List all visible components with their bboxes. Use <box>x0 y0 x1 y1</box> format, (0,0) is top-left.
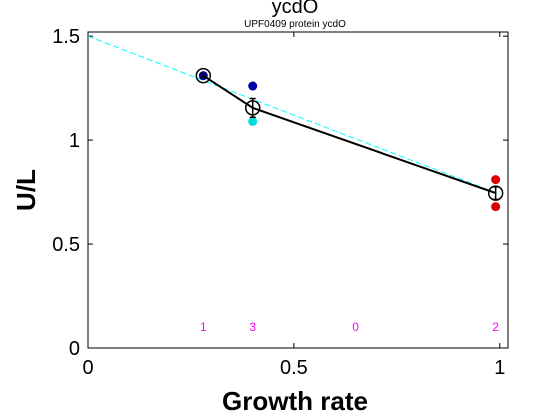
y-tick-label: 1.5 <box>52 26 80 48</box>
axis-ticks: 0 0.5 1 0 0.5 1 1.5 <box>52 26 508 379</box>
data-point <box>491 175 501 185</box>
fit-line-group <box>87 35 500 195</box>
count-label: 2 <box>492 320 499 334</box>
x-tick-label: 0 <box>82 357 93 379</box>
mean-marker <box>244 100 261 116</box>
y-axis-label: U/L <box>11 169 41 211</box>
data-point <box>248 81 258 91</box>
data-point <box>248 116 258 126</box>
fit-line <box>87 35 500 195</box>
chart-title: ycdO <box>272 0 319 18</box>
data-point <box>491 202 501 212</box>
chart-subtitle: UPF0409 protein ycdO <box>244 19 346 30</box>
mean-marker <box>195 67 212 84</box>
count-label: 3 <box>249 320 256 334</box>
plot-area <box>87 31 509 349</box>
mean-marker <box>487 185 504 201</box>
x-axis-label: Growth rate <box>222 386 368 416</box>
count-label: 1 <box>200 320 207 334</box>
x-tick-label: 1 <box>494 357 505 379</box>
sample-counts: 1 3 0 2 <box>200 320 499 334</box>
y-tick-label: 1 <box>69 130 80 152</box>
mean-line-group <box>195 67 504 201</box>
y-tick-label: 0.5 <box>52 234 80 256</box>
x-tick-label: 0.5 <box>280 357 308 379</box>
count-label: 0 <box>352 320 359 334</box>
y-tick-label: 0 <box>69 338 80 360</box>
